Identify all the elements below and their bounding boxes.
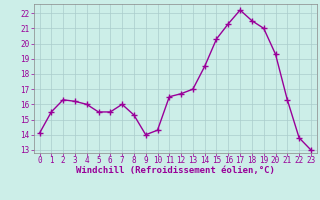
X-axis label: Windchill (Refroidissement éolien,°C): Windchill (Refroidissement éolien,°C) — [76, 166, 275, 175]
